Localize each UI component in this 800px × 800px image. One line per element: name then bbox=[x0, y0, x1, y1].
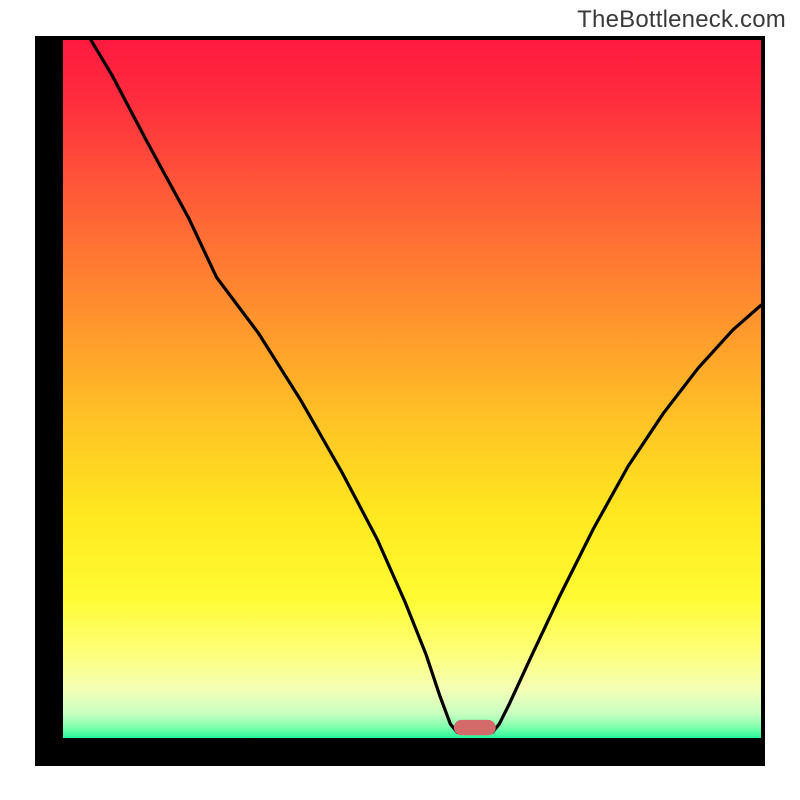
frame-bottom bbox=[35, 738, 765, 766]
chart-svg bbox=[0, 0, 800, 800]
optimal-marker bbox=[454, 720, 496, 735]
frame-right bbox=[761, 36, 765, 766]
gradient-background bbox=[63, 40, 761, 738]
frame-top bbox=[35, 36, 765, 40]
frame-left bbox=[35, 36, 63, 766]
bottleneck-chart bbox=[0, 0, 800, 800]
